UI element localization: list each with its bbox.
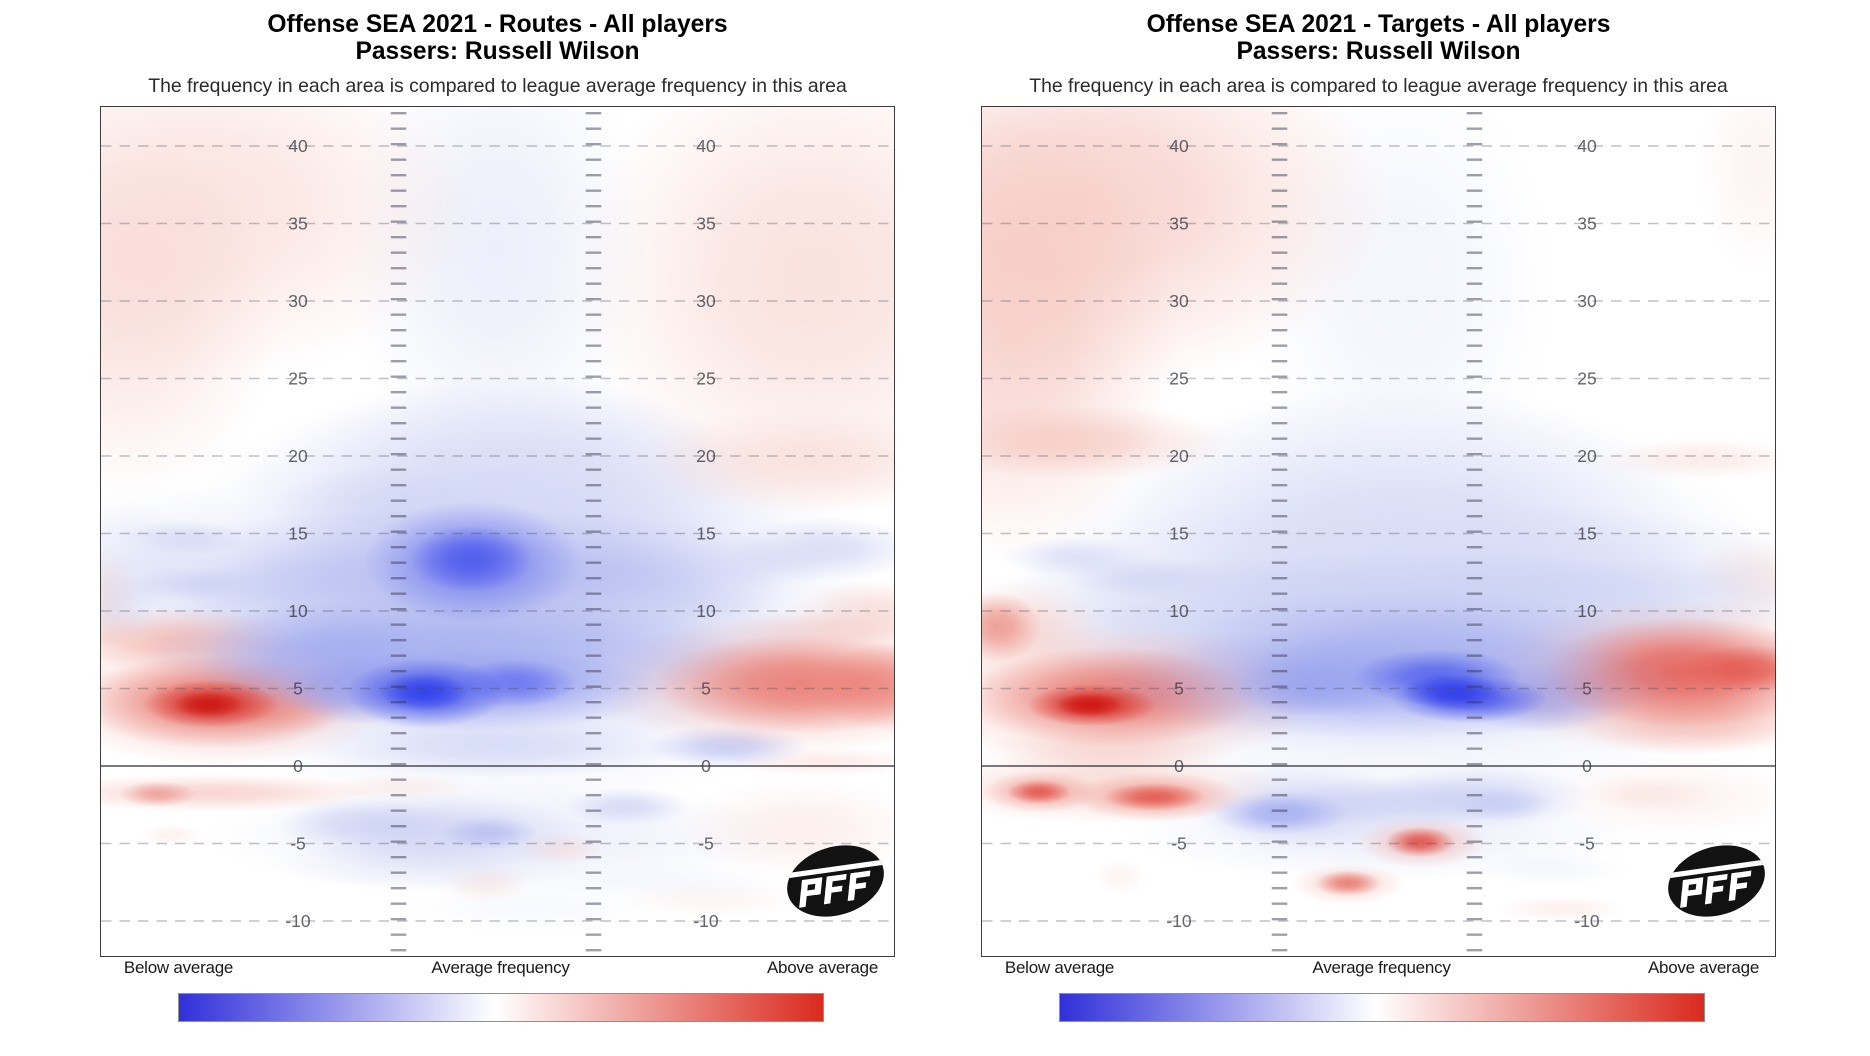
svg-text:10: 10: [1577, 601, 1597, 621]
svg-text:5: 5: [1174, 679, 1184, 699]
svg-text:5: 5: [701, 679, 711, 699]
svg-text:10: 10: [696, 601, 716, 621]
svg-text:30: 30: [1169, 291, 1189, 311]
svg-text:40: 40: [1577, 136, 1597, 156]
svg-text:-5: -5: [290, 834, 306, 854]
svg-text:35: 35: [696, 214, 715, 234]
svg-text:0: 0: [1582, 756, 1592, 776]
svg-text:20: 20: [696, 446, 716, 466]
svg-text:30: 30: [1577, 291, 1597, 311]
svg-text:15: 15: [288, 524, 307, 544]
svg-text:20: 20: [1169, 446, 1189, 466]
svg-text:40: 40: [288, 136, 308, 156]
svg-text:30: 30: [288, 291, 308, 311]
svg-text:15: 15: [1577, 524, 1596, 544]
svg-text:25: 25: [1577, 369, 1596, 389]
svg-text:0: 0: [701, 756, 711, 776]
svg-text:25: 25: [696, 369, 715, 389]
svg-text:25: 25: [288, 369, 307, 389]
svg-text:-5: -5: [1579, 834, 1595, 854]
svg-text:10: 10: [288, 601, 308, 621]
svg-text:35: 35: [288, 214, 307, 234]
svg-text:40: 40: [696, 136, 716, 156]
svg-text:5: 5: [1582, 679, 1592, 699]
svg-text:30: 30: [696, 291, 716, 311]
svg-text:0: 0: [293, 756, 303, 776]
svg-text:15: 15: [696, 524, 715, 544]
svg-text:35: 35: [1169, 214, 1188, 234]
svg-text:-10: -10: [693, 911, 719, 931]
svg-text:40: 40: [1169, 136, 1189, 156]
svg-text:0: 0: [1174, 756, 1184, 776]
svg-text:15: 15: [1169, 524, 1188, 544]
svg-text:35: 35: [1577, 214, 1596, 234]
svg-text:-5: -5: [1171, 834, 1187, 854]
svg-text:20: 20: [1577, 446, 1597, 466]
svg-text:-10: -10: [285, 911, 311, 931]
svg-text:25: 25: [1169, 369, 1188, 389]
svg-text:20: 20: [288, 446, 308, 466]
svg-text:-10: -10: [1166, 911, 1192, 931]
svg-text:-10: -10: [1574, 911, 1600, 931]
svg-text:-5: -5: [698, 834, 714, 854]
svg-text:5: 5: [293, 679, 303, 699]
svg-text:10: 10: [1169, 601, 1189, 621]
